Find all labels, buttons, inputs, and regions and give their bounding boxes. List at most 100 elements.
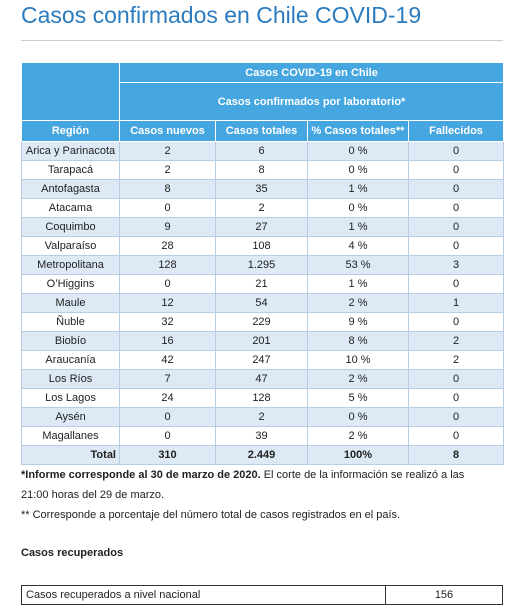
cell: 1: [407, 293, 505, 313]
cell: 1 %: [307, 179, 409, 199]
cell: 27: [215, 217, 308, 237]
cell: 42: [119, 350, 216, 370]
cell: 8: [215, 160, 308, 180]
column-header: Casos totales: [215, 120, 308, 142]
cell: 0 %: [307, 407, 409, 427]
table-row: Los Lagos 24 128 5 % 0: [21, 388, 505, 408]
cell: Aysén: [21, 407, 120, 427]
table-row: Valparaíso 28 108 4 % 0: [21, 236, 505, 256]
cell: 2: [119, 160, 216, 180]
note: El corte de la información se realizó a …: [21, 469, 465, 501]
cell: 0: [407, 141, 505, 161]
cell: 8: [119, 179, 216, 199]
cell: 9: [119, 217, 216, 237]
cell: 2: [407, 350, 505, 370]
cell: Metropolitana: [21, 255, 120, 275]
cell: 0: [407, 312, 505, 332]
table-row: Maule 12 54 2 % 1: [21, 293, 505, 313]
cell: 54: [215, 293, 308, 313]
cell: 4 %: [307, 236, 409, 256]
cell: 247: [215, 350, 308, 370]
caption: Casos COVID-19 en Chile: [118, 62, 505, 83]
cell: 39: [215, 426, 308, 446]
cell: Casos recuperados a nivel nacional: [21, 585, 386, 605]
cell: 28: [119, 236, 216, 256]
column-header: Casos nuevos: [119, 120, 216, 142]
cell: 156: [385, 585, 503, 605]
cell: 3: [407, 255, 505, 275]
cell: 9 %: [307, 312, 409, 332]
table-row: Coquimbo 9 27 1 % 0: [21, 217, 505, 237]
cell: 0: [407, 369, 505, 389]
cell: Total: [21, 445, 120, 465]
cell: 6: [215, 141, 308, 161]
cell: 5 %: [307, 388, 409, 408]
recovered-table: Casos recuperados a nivel nacional 156: [21, 585, 503, 605]
table-row: O’Higgins 0 21 1 % 0: [21, 274, 505, 294]
cell: 2 %: [307, 369, 409, 389]
cell: 229: [215, 312, 308, 332]
cell: Magallanes: [21, 426, 120, 446]
column-header: % Casos totales**: [307, 120, 409, 142]
cell: 0: [407, 179, 505, 199]
cell: Tarapacá: [21, 160, 120, 180]
cell: 128: [215, 388, 308, 408]
table-row: Los Ríos 7 47 2 % 0: [21, 369, 505, 389]
cell: 10 %: [307, 350, 409, 370]
cell: 1.295: [215, 255, 308, 275]
column-header: Fallecidos: [407, 120, 505, 142]
cell: 35: [215, 179, 308, 199]
cell: 0: [119, 274, 216, 294]
cell: 7: [119, 369, 216, 389]
cell: 0 %: [307, 141, 409, 161]
cell: Biobío: [21, 331, 120, 351]
cell: 0: [407, 217, 505, 237]
cell: 0: [407, 236, 505, 256]
cell: Araucanía: [21, 350, 120, 370]
table-row: Ñuble 32 229 9 % 0: [21, 312, 505, 332]
table-row: Total 310 2.449 100% 8: [21, 445, 505, 465]
cell: 0: [407, 160, 505, 180]
cell: 2 %: [307, 426, 409, 446]
table-row: Magallanes 0 39 2 % 0: [21, 426, 505, 446]
cell: Antofagasta: [21, 179, 120, 199]
cell: Arica y Parinacota: [21, 141, 120, 161]
cell: 47: [215, 369, 308, 389]
cell: 53 %: [307, 255, 409, 275]
cell: 12: [119, 293, 216, 313]
table-row: Araucanía 42 247 10 % 2: [21, 350, 505, 370]
cell: Los Lagos: [21, 388, 120, 408]
table-row: Antofagasta 8 35 1 % 0: [21, 179, 505, 199]
cell: 0: [407, 274, 505, 294]
cell: 0: [407, 388, 505, 408]
cell: 21: [215, 274, 308, 294]
cell: 0: [407, 407, 505, 427]
notes: *Informe corresponde al 30 de marzo de 2…: [21, 465, 491, 525]
cell: 1 %: [307, 217, 409, 237]
section-heading: Casos recuperados: [21, 547, 124, 559]
cell: 310: [119, 445, 216, 465]
cell: 24: [119, 388, 216, 408]
cell: 0: [119, 407, 216, 427]
cell: 2 %: [307, 293, 409, 313]
table-row: Metropolitana 128 1.295 53 % 3: [21, 255, 505, 275]
cell: 0: [407, 426, 505, 446]
column-header: Región: [21, 120, 120, 142]
table-row: Arica y Parinacota 2 6 0 % 0: [21, 141, 505, 161]
cell: Atacama: [21, 198, 120, 218]
table-row: Biobío 16 201 8 % 2: [21, 331, 505, 351]
note: *Informe corresponde al 30 de marzo de 2…: [21, 469, 261, 481]
cell: 0: [407, 198, 505, 218]
cases-table: Casos COVID-19 en Chile Casos confirmado…: [21, 62, 505, 465]
cell: 108: [215, 236, 308, 256]
cell: Coquimbo: [21, 217, 120, 237]
table-row: Atacama 0 2 0 % 0: [21, 198, 505, 218]
cell: 0: [119, 426, 216, 446]
table-row: Tarapacá 2 8 0 % 0: [21, 160, 505, 180]
cell: 32: [119, 312, 216, 332]
divider: [21, 40, 503, 41]
cell: 2: [215, 407, 308, 427]
cell: 0: [119, 198, 216, 218]
cell: 2.449: [215, 445, 308, 465]
